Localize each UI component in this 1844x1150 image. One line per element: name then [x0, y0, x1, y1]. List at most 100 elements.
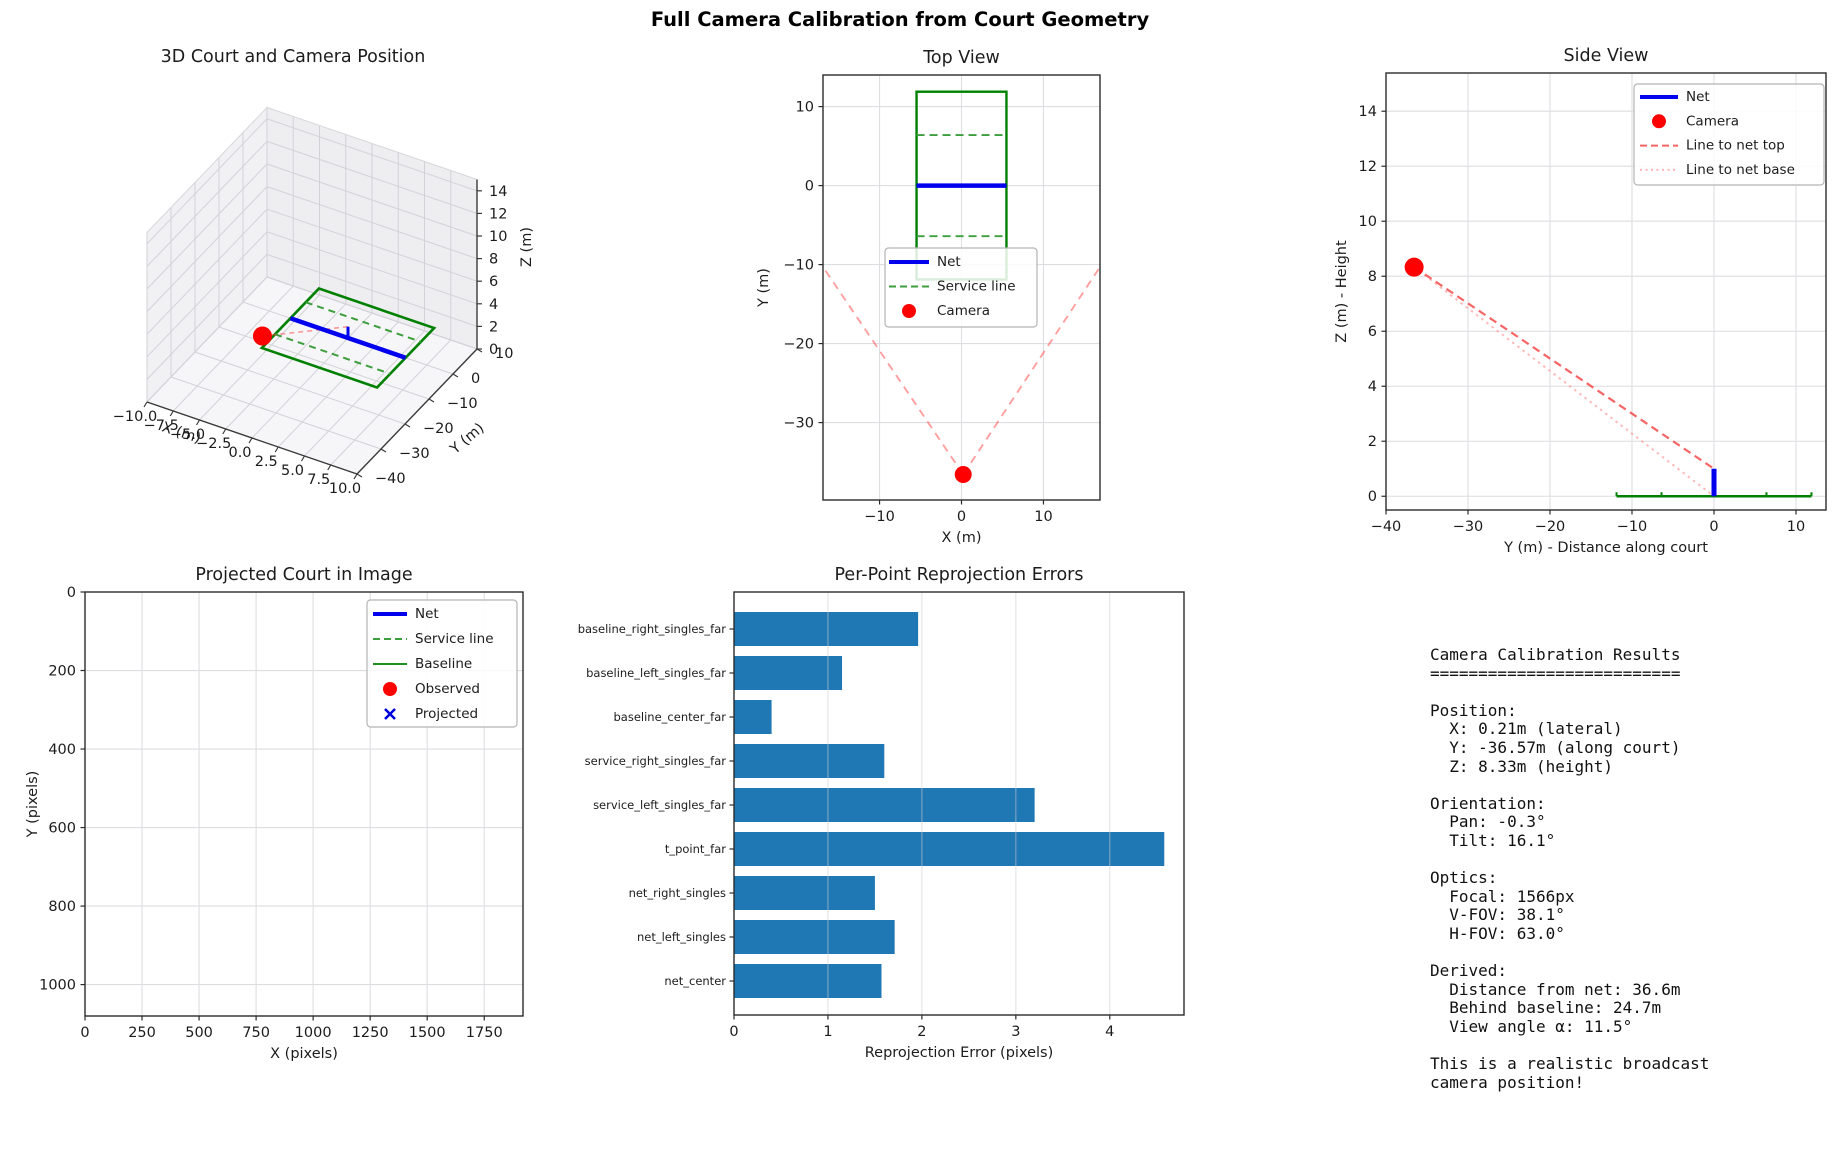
x-tick-label: 3 — [1011, 1024, 1020, 1040]
grid-line-3d — [266, 276, 478, 350]
ray-to-net-base — [1413, 266, 1715, 498]
z-axis-label-3d: Z (m) — [519, 227, 535, 267]
x-tick-label: 750 — [242, 1025, 270, 1041]
panel-projected-court: Net Service line Baseline Observed Projected… — [25, 565, 524, 1062]
grid-line-3d — [277, 321, 399, 448]
camera-dot — [954, 465, 972, 483]
y-tick-label: 400 — [48, 742, 76, 758]
y-tick-label-3d: −30 — [399, 446, 430, 462]
x-axis-label: X (pixels) — [270, 1046, 338, 1062]
x-tick-mark-3d — [274, 446, 279, 453]
grid-line-3d — [266, 208, 478, 282]
z-tick-label-3d: 14 — [489, 184, 507, 200]
x-tick-label-3d: 5.0 — [281, 463, 304, 479]
x-axis-label: Reprojection Error (pixels) — [865, 1045, 1054, 1061]
x-tick-label: 0 — [729, 1024, 738, 1040]
y-tick-label: 200 — [48, 664, 76, 680]
x-tick-label: 0 — [80, 1025, 89, 1041]
grid-line-3d — [266, 163, 478, 237]
y-tick-label: 12 — [1359, 159, 1377, 175]
x-tick-label: 500 — [185, 1025, 213, 1041]
x-tick-label: 0 — [957, 509, 966, 525]
grid-line-3d — [266, 140, 478, 214]
z-tick-label-3d: 12 — [489, 206, 507, 222]
y-tick-mark-3d — [356, 473, 363, 478]
grid-line-3d — [170, 376, 382, 450]
panel-title: Per-Point Reprojection Errors — [835, 565, 1084, 585]
z-tick-label-3d: 2 — [489, 319, 498, 335]
grid-line-3d — [146, 163, 268, 290]
y-tick-label-3d: 10 — [495, 346, 513, 362]
y-tick-label: 6 — [1368, 324, 1377, 340]
legend-label: Line to net top — [1686, 138, 1785, 154]
x-tick-label: 1250 — [352, 1025, 389, 1041]
bar-t_point_far — [734, 832, 1165, 866]
y-tick-label: 10 — [796, 100, 814, 116]
legend-label: Service line — [415, 631, 494, 647]
y-axis-label: Y (m) — [756, 268, 772, 308]
x-tick-label: −30 — [1453, 519, 1484, 535]
grid-line-3d — [146, 254, 268, 380]
legend-label: Projected — [415, 706, 478, 722]
panel-side-view: Net Camera Line to net top Line to net base… — [1334, 46, 1827, 556]
court-outline-3d — [259, 287, 437, 389]
panel-top-view: Net Service line Camera −10 0 10 10 0 −10 −20 −30 T… — [756, 48, 1101, 546]
y-tick-label: 14 — [1359, 104, 1377, 120]
grid-line-3d — [251, 312, 373, 439]
x-tick-label-3d: −10.0 — [113, 409, 157, 425]
legend-label: Net — [415, 606, 439, 622]
y-tick-label: 600 — [48, 821, 76, 837]
axes-border — [84, 591, 524, 1017]
legend-label: Net — [937, 254, 961, 270]
legend-label: Camera — [1686, 113, 1739, 129]
bar-baseline_left_singles_far — [734, 656, 843, 690]
grid-line-3d — [225, 303, 347, 430]
x-tick-label-3d: −7.5 — [144, 418, 179, 434]
grid-line-3d — [146, 118, 268, 245]
legend-label: Camera — [937, 303, 990, 319]
legend-sample-x — [384, 708, 396, 720]
grid-line-3d — [146, 141, 268, 267]
panel-reprojection-errors: baseline_right_singles_far baseline_left_… — [578, 565, 1185, 1061]
calibration-results-text: Camera Calibration Results =============… — [1430, 645, 1710, 1092]
legend-label: Baseline — [415, 656, 472, 672]
grid-line-3d — [266, 186, 478, 260]
bar-net_center — [734, 964, 882, 998]
legend-sample-dot — [902, 304, 916, 318]
y-tick-label-3d: −20 — [423, 421, 454, 437]
category-label: baseline_right_singles_far — [578, 622, 727, 636]
x-axis-label: X (m) — [942, 530, 982, 546]
category-label: net_left_singles — [637, 930, 726, 944]
x-tick-label-3d: 10.0 — [329, 481, 361, 497]
x-tick-label-3d: −5.0 — [170, 427, 205, 443]
x-tick-mark-3d — [222, 428, 227, 435]
x-tick-mark-3d — [143, 401, 148, 408]
axes-border — [733, 591, 1185, 1016]
legend-box — [884, 247, 1038, 328]
z-tick-label-3d: 8 — [489, 252, 498, 268]
grid-line-3d — [172, 285, 294, 412]
x-tick-label: 0 — [1709, 519, 1718, 535]
grid-line-3d — [330, 339, 452, 466]
legend-label: Net — [1686, 89, 1710, 105]
legend-box — [1633, 83, 1825, 186]
x-tick-mark-3d — [300, 455, 306, 462]
panel-title: Projected Court in Image — [195, 565, 412, 585]
y-tick-mark-3d — [380, 448, 387, 453]
category-label: net_right_singles — [629, 886, 726, 900]
x-tick-label: 4 — [1105, 1024, 1114, 1040]
category-label: net_center — [664, 974, 726, 988]
figure-title: Full Camera Calibration from Court Geome… — [650, 8, 1150, 31]
grid-line-3d — [266, 118, 478, 192]
y-tick-label: −20 — [783, 337, 814, 353]
grid-line-3d — [146, 231, 268, 358]
legend-sample-dot — [383, 682, 397, 696]
camera-dot — [1404, 257, 1424, 277]
y-tick-mark-3d — [428, 398, 435, 403]
category-label: t_point_far — [665, 842, 726, 856]
bar-baseline_center_far — [734, 700, 772, 734]
z-tick-label-3d: 6 — [489, 274, 498, 290]
legend-label: Observed — [415, 681, 480, 697]
bar-service_left_singles_far — [734, 788, 1035, 822]
